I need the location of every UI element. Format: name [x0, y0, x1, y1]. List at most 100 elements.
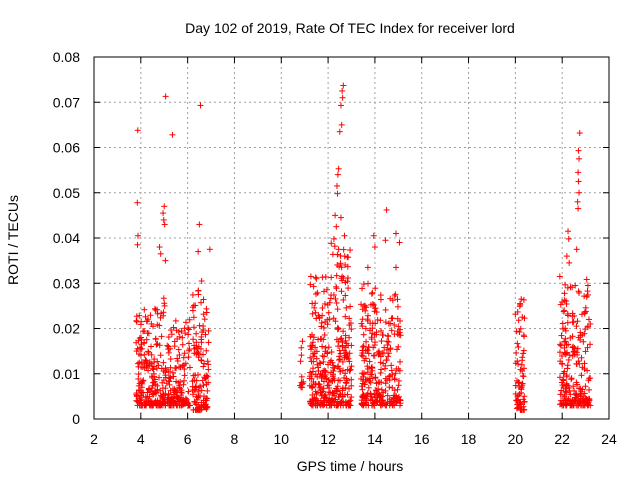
data-point — [584, 288, 591, 295]
data-point — [578, 390, 585, 397]
data-point — [160, 368, 167, 375]
data-point — [312, 309, 319, 316]
data-point — [520, 373, 527, 380]
data-point — [326, 299, 333, 306]
data-point — [386, 372, 393, 379]
data-point — [383, 346, 390, 353]
data-point — [198, 299, 205, 306]
data-point — [384, 342, 391, 349]
data-point — [574, 318, 581, 325]
data-point — [200, 311, 207, 318]
data-point-high — [576, 189, 583, 196]
data-point — [557, 397, 564, 404]
data-point — [336, 377, 343, 384]
data-point — [517, 366, 524, 373]
data-point — [340, 328, 347, 335]
data-point — [347, 303, 354, 310]
data-point — [368, 364, 375, 371]
data-point — [341, 253, 348, 260]
data-point — [388, 327, 395, 334]
data-point — [141, 306, 148, 313]
data-point — [316, 381, 323, 388]
data-point — [397, 358, 404, 365]
data-point — [382, 306, 389, 313]
data-point — [309, 310, 316, 317]
data-point — [371, 394, 378, 401]
data-point — [157, 314, 164, 321]
data-point — [521, 315, 528, 322]
data-point — [329, 389, 336, 396]
data-point — [147, 388, 154, 395]
data-point — [358, 320, 365, 327]
data-point — [179, 341, 186, 348]
data-point — [189, 383, 196, 390]
data-point — [170, 402, 177, 409]
data-point — [582, 348, 589, 355]
data-point — [335, 338, 342, 345]
data-point — [326, 316, 333, 323]
data-point — [336, 357, 343, 364]
data-point — [571, 344, 578, 351]
data-point — [308, 371, 315, 378]
data-point — [363, 338, 370, 345]
data-point — [319, 388, 326, 395]
data-point — [346, 385, 353, 392]
data-point-high — [565, 235, 572, 242]
data-point — [141, 328, 148, 335]
data-point — [394, 296, 401, 303]
y-tick-label: 0.07 — [53, 94, 80, 110]
data-point — [337, 368, 344, 375]
data-point — [168, 331, 175, 338]
data-point — [367, 301, 374, 308]
data-point — [372, 374, 379, 381]
data-point — [145, 349, 152, 356]
data-point — [334, 324, 341, 331]
data-point-high — [162, 93, 169, 100]
data-point — [333, 387, 340, 394]
data-point — [154, 306, 161, 313]
x-tick-label: 20 — [508, 431, 524, 447]
data-point — [195, 384, 202, 391]
data-point — [365, 384, 372, 391]
data-point — [310, 396, 317, 403]
data-point — [135, 387, 142, 394]
data-point — [205, 361, 212, 368]
data-point-high — [556, 273, 563, 280]
data-point — [362, 347, 369, 354]
data-point — [388, 367, 395, 374]
data-point — [139, 378, 146, 385]
grid-lines — [94, 57, 609, 419]
data-point-high — [392, 264, 399, 271]
data-point — [327, 295, 334, 302]
data-point — [144, 389, 151, 396]
data-point — [181, 350, 188, 357]
data-point — [360, 343, 367, 350]
data-point — [385, 320, 392, 327]
data-point — [139, 380, 146, 387]
data-point — [581, 310, 588, 317]
data-point — [320, 324, 327, 331]
data-point — [390, 392, 397, 399]
data-point — [319, 352, 326, 359]
data-point — [138, 341, 145, 348]
data-point-high — [371, 244, 378, 251]
data-point — [328, 240, 335, 247]
y-tick-label: 0.05 — [53, 185, 80, 201]
data-point — [514, 393, 521, 400]
data-point — [345, 285, 352, 292]
data-point — [171, 338, 178, 345]
data-point — [341, 347, 348, 354]
data-point — [348, 376, 355, 383]
data-point-high — [134, 127, 141, 134]
data-point — [512, 360, 519, 367]
data-point — [308, 346, 315, 353]
data-point — [330, 368, 337, 375]
data-point — [344, 278, 351, 285]
data-point — [195, 388, 202, 395]
x-tick-label: 12 — [320, 431, 336, 447]
data-point — [200, 363, 207, 370]
data-point — [190, 324, 197, 331]
data-point — [200, 327, 207, 334]
data-point — [195, 392, 202, 399]
data-point — [310, 365, 317, 372]
